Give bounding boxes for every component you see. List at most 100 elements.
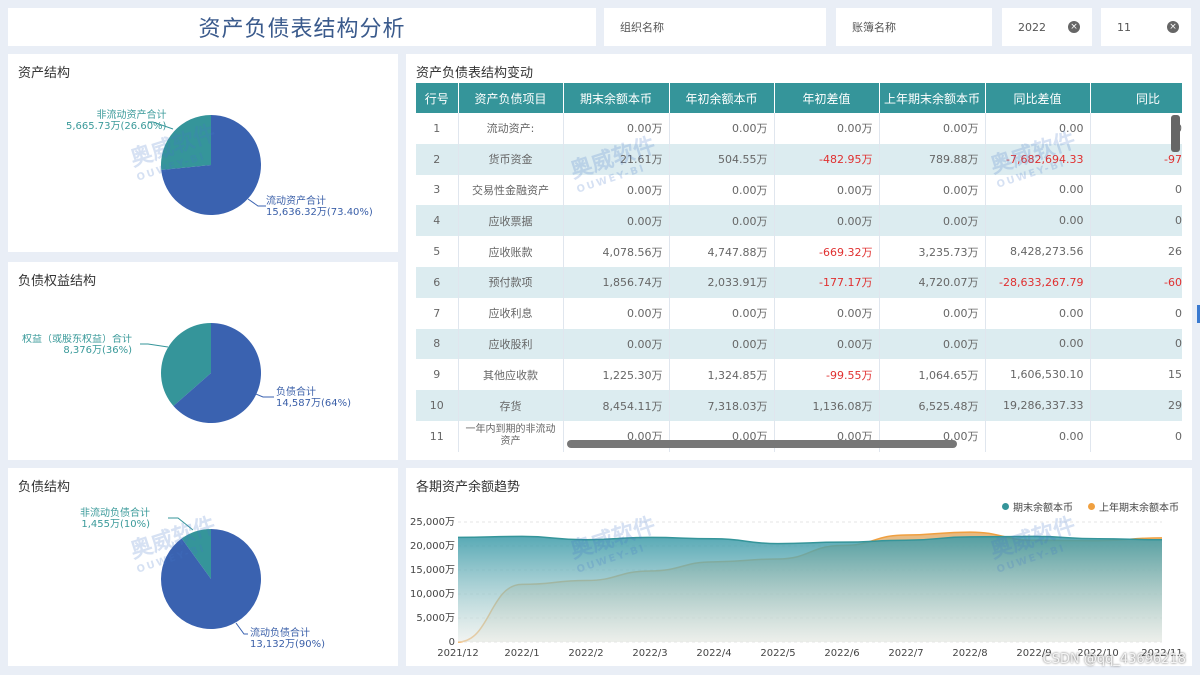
legend-dot-icon — [1088, 503, 1095, 510]
legend-dot-icon — [1002, 503, 1009, 510]
pie-label-noncurrent-liability: 非流动负债合计 1,455万(10%) — [80, 508, 150, 530]
table-cell: 0.00 — [1090, 113, 1182, 144]
year-select[interactable]: 2022 × — [1002, 8, 1092, 46]
pie-leader-line — [148, 121, 174, 130]
table-cell: 应收利息 — [458, 297, 564, 329]
pie-leader-line — [140, 343, 169, 348]
table-cell: 其他应收款 — [458, 359, 564, 391]
pie-slice[interactable] — [161, 323, 211, 407]
table-cell: -28,633,267.79 — [985, 266, 1091, 298]
table-header-cell[interactable]: 行号 — [416, 83, 459, 113]
ledger-filter[interactable]: 账簿名称 — [836, 8, 992, 46]
x-tick-label: 2022/8 — [952, 648, 987, 659]
pie-label-equity: 权益（或股东权益）合计 — [22, 334, 132, 345]
x-tick-label: 2022/11 — [1141, 648, 1183, 659]
pie-slice[interactable] — [161, 115, 261, 215]
table-header-cell[interactable]: 年初差值 — [774, 83, 880, 113]
table-row[interactable]: 5 应收账款 4,078.56万 4,747.88万 -669.32万 3,235.73万… — [416, 236, 1182, 267]
table-cell: 1,225.30万 — [563, 359, 670, 391]
table-cell: 7,318.03万 — [669, 390, 775, 421]
table-header-cell[interactable]: 资产负债项目 — [458, 83, 564, 113]
asset-structure-title: 资产结构 — [18, 66, 71, 81]
liability-structure-title: 负债结构 — [18, 480, 71, 495]
table-vertical-scrollbar[interactable] — [1171, 115, 1180, 152]
x-tick-label: 2022/4 — [696, 648, 731, 659]
org-filter[interactable]: 组织名称 — [604, 8, 826, 46]
table-cell: 5 — [416, 236, 459, 267]
pie-slice[interactable] — [161, 115, 211, 171]
asset-structure-panel: 资产结构 非流动资产合计 5,665.73万(26.60%) 流动资产合计 15,6… — [8, 54, 398, 252]
table-cell: -177.17万 — [774, 266, 880, 298]
table-cell: 应收票据 — [458, 205, 564, 237]
table-cell: 0.00万 — [879, 328, 986, 360]
table-cell: 0.00万 — [879, 174, 986, 206]
table-cell: 21.61万 — [563, 143, 670, 175]
org-filter-placeholder: 组织名称 — [620, 21, 664, 34]
table-header-cell[interactable]: 同比差值 — [985, 83, 1091, 113]
table-cell: 0.00 — [1090, 420, 1182, 452]
liability-equity-panel: 负债权益结构 权益（或股东权益）合计 8,376万(36%) 负债合计 14,58… — [8, 262, 398, 460]
table-cell: -482.95万 — [774, 143, 880, 175]
month-select[interactable]: 11 × — [1101, 8, 1191, 46]
table-row[interactable]: 2 货币资金 21.61万 504.55万 -482.95万 789.88万 -7,682,… — [416, 143, 1182, 175]
table-header-cell[interactable]: 同比 — [1090, 83, 1182, 113]
table-row[interactable]: 6 预付款项 1,856.74万 2,033.91万 -177.17万 4,720.07万… — [416, 266, 1182, 298]
table-cell: 8 — [416, 328, 459, 360]
table-cell: 0.00万 — [563, 205, 670, 237]
table-cell: 应收股利 — [458, 328, 564, 360]
table-cell: 1 — [416, 113, 459, 144]
legend-previous[interactable]: 上年期末余额本币 — [1088, 499, 1179, 514]
table-row[interactable]: 10 存货 8,454.11万 7,318.03万 1,136.08万 6,525.48万… — [416, 390, 1182, 421]
table-cell: 0.00万 — [774, 297, 880, 329]
x-tick-label: 2022/1 — [504, 648, 539, 659]
table-header-cell[interactable]: 年初余额本币 — [669, 83, 775, 113]
pie-label-current-liability: 流动负债合计 13,132万(90%) — [250, 628, 326, 650]
structure-change-table: 行号 资产负债项目 期末余额本币 年初余额本币 年初差值 上年期末余额本币 同比差值 同比 1… — [416, 83, 1182, 452]
table-cell: 29.56 — [1090, 390, 1182, 421]
table-row[interactable]: 9 其他应收款 1,225.30万 1,324.85万 -99.55万 1,064.65万… — [416, 359, 1182, 391]
pie-slice[interactable] — [173, 323, 261, 423]
legend-current[interactable]: 期末余额本币 — [1002, 499, 1073, 514]
asset-trend-title: 各期资产余额趋势 — [416, 480, 521, 495]
pie-slice[interactable] — [181, 529, 211, 579]
table-cell: 0.00万 — [879, 297, 986, 329]
table-cell: 0.00万 — [774, 113, 880, 144]
pie-slice[interactable] — [160, 529, 261, 629]
table-header-cell[interactable]: 期末余额本币 — [563, 83, 670, 113]
close-circle-icon[interactable]: × — [1068, 21, 1080, 33]
asset-trend-chart: 0 5,000万 10,000万 15,000万 20,000万 25,000万 2021/… — [410, 517, 1183, 659]
table-cell: -7,682,694.33 — [985, 143, 1091, 175]
table-cell: 0.00万 — [563, 113, 670, 144]
table-cell: 0.00万 — [669, 297, 775, 329]
y-tick-label: 0 — [449, 637, 455, 648]
table-cell: 0.00 — [1090, 205, 1182, 237]
page-title-box: 资产负债表结构分析 — [8, 8, 596, 46]
liability-structure-panel: 负债结构 非流动负债合计 1,455万(10%) 流动负债合计 13,132万(90… — [8, 468, 398, 666]
table-cell: 8,428,273.56 — [985, 236, 1091, 267]
y-tick-label: 5,000万 — [416, 613, 455, 624]
table-cell: 0.00 — [1090, 297, 1182, 329]
table-cell: 2 — [416, 143, 459, 175]
table-row[interactable]: 11一年内到期的非流动资产0.00万0.00万0.00万0.00万0.000.0… — [416, 420, 1182, 452]
series-line[interactable] — [457, 535, 1163, 545]
table-header-cell[interactable]: 上年期末余额本币 — [879, 83, 986, 113]
table-cell: 6,525.48万 — [879, 390, 986, 421]
table-cell: 0.00 — [1090, 328, 1182, 360]
table-cell: 0.00万 — [669, 113, 775, 144]
ledger-filter-placeholder: 账簿名称 — [852, 21, 896, 34]
table-cell: 0.00万 — [563, 328, 670, 360]
table-cell: 0.00 — [985, 174, 1091, 206]
liability-equity-pie — [140, 323, 274, 423]
table-cell: 0.00万 — [669, 174, 775, 206]
liability-structure-pie — [160, 517, 261, 635]
close-circle-icon[interactable]: × — [1167, 21, 1179, 33]
structure-change-table-wrap[interactable]: 行号 资产负债项目 期末余额本币 年初余额本币 年初差值 上年期末余额本币 同比差值 同比 1… — [416, 83, 1182, 453]
table-cell: 4,747.88万 — [669, 236, 775, 267]
table-horizontal-scrollbar[interactable] — [567, 440, 957, 448]
table-cell: 0.00 — [985, 420, 1091, 452]
